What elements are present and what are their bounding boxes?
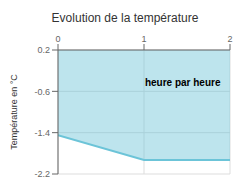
svg-text:2: 2 (227, 34, 232, 44)
svg-text:0: 0 (55, 34, 60, 44)
svg-text:Température en °C: Température en °C (9, 74, 19, 150)
svg-text:0.2: 0.2 (37, 45, 50, 55)
svg-text:-0.6: -0.6 (34, 87, 50, 97)
svg-text:heure par heure: heure par heure (145, 77, 221, 88)
svg-text:-2.2: -2.2 (34, 169, 50, 179)
html-text:Evolution de la température: Evolution de la température (51, 11, 199, 25)
svg-text:1: 1 (141, 34, 146, 44)
svg-text:-1.4: -1.4 (34, 128, 50, 138)
